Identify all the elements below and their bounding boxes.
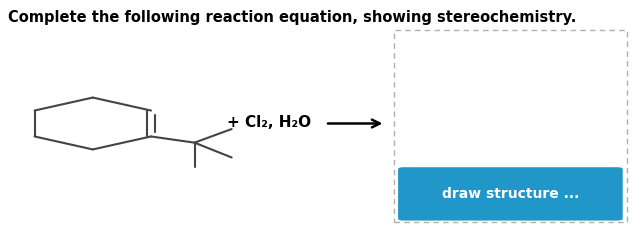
FancyBboxPatch shape: [398, 167, 623, 221]
Text: Complete the following reaction equation, showing stereochemistry.: Complete the following reaction equation…: [8, 10, 576, 25]
Text: + Cl₂, H₂O: + Cl₂, H₂O: [227, 115, 311, 130]
Text: draw structure ...: draw structure ...: [442, 187, 579, 201]
FancyBboxPatch shape: [394, 30, 627, 222]
